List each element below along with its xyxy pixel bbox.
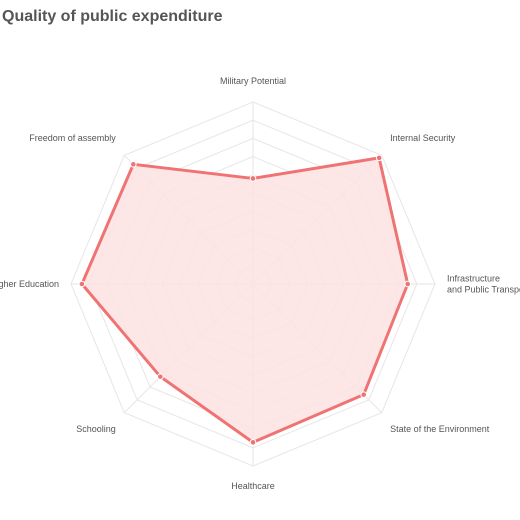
data-point [404, 280, 412, 288]
data-point [249, 439, 257, 446]
data-point [249, 175, 257, 182]
axis-label: State of the Environment [390, 424, 490, 434]
axis-label: Freedom of assembly [29, 133, 116, 143]
chart-title: Quality of public expenditure [2, 8, 223, 25]
axis-label: Healthcare [231, 481, 275, 491]
series-area [81, 157, 408, 443]
data-point [375, 154, 383, 162]
data-point [78, 280, 86, 288]
data-layer [78, 154, 412, 446]
axis-label: Schooling [76, 424, 116, 434]
axis-label: Higher Education [0, 279, 59, 289]
data-point [130, 161, 137, 168]
axis-label: Internal Security [390, 133, 456, 143]
data-point [360, 391, 367, 398]
axis-label: Military Potential [220, 76, 286, 86]
label-layer: Military Potential Internal Security Infra… [0, 76, 520, 491]
data-point [157, 373, 164, 380]
